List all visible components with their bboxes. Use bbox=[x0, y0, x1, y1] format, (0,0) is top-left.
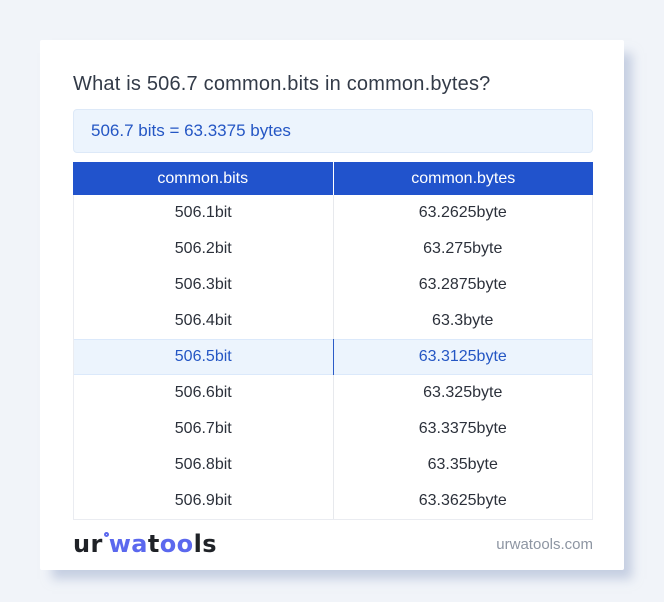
table-row[interactable]: 506.1bit 63.2625byte bbox=[74, 195, 592, 231]
bytes-value-cell[interactable]: 63.2875byte bbox=[418, 276, 507, 293]
bits-value-cell[interactable]: 506.3bit bbox=[74, 267, 334, 303]
table-row[interactable]: 506.7bit 63.3375byte bbox=[74, 411, 592, 447]
bytes-value-cell[interactable]: 63.3625byte bbox=[418, 492, 507, 509]
bytes-value-cell[interactable]: 63.3byte bbox=[432, 312, 494, 329]
table-row[interactable]: 506.4bit 63.3byte bbox=[74, 303, 592, 339]
logo-text-blue: oo bbox=[159, 530, 194, 558]
card-footer: ur watools urwatools.com bbox=[73, 522, 593, 566]
table-row[interactable]: 506.3bit 63.2875byte bbox=[74, 267, 592, 303]
logo-text-blue: wa bbox=[108, 530, 148, 558]
bits-value-cell[interactable]: 506.2bit bbox=[74, 231, 334, 267]
table-row[interactable]: 506.6bit 63.325byte bbox=[74, 375, 592, 411]
bytes-value-cell[interactable]: 63.3125byte bbox=[418, 348, 507, 365]
table-header-row: common.bits common.bytes bbox=[73, 162, 593, 195]
table-row[interactable]: 506.2bit 63.275byte bbox=[74, 231, 592, 267]
bits-value-cell[interactable]: 506.1bit bbox=[74, 195, 334, 231]
logo-ring-icon bbox=[103, 532, 109, 537]
bytes-value-cell[interactable]: 63.325byte bbox=[423, 384, 503, 401]
table-row[interactable]: 506.5bit 63.3125byte bbox=[74, 339, 592, 375]
bits-value-cell[interactable]: 506.6bit bbox=[74, 375, 334, 411]
logo-text-dark: t bbox=[147, 530, 160, 558]
table-row[interactable]: 506.9bit 63.3625byte bbox=[74, 483, 592, 519]
bytes-value-cell[interactable]: 63.35byte bbox=[427, 456, 498, 473]
converter-card: What is 506.7 common.bits in common.byte… bbox=[40, 40, 624, 570]
table-body: 506.1bit 63.2625byte 506.2bit 63.275byte… bbox=[73, 195, 593, 520]
table-row[interactable]: 506.8bit 63.35byte bbox=[74, 447, 592, 483]
page-title: What is 506.7 common.bits in common.byte… bbox=[73, 73, 491, 95]
site-url: urwatools.com bbox=[496, 535, 593, 553]
bits-value-cell[interactable]: 506.4bit bbox=[74, 303, 334, 339]
bits-value-cell[interactable]: 506.9bit bbox=[74, 483, 334, 519]
logo-text-dark: ls bbox=[193, 530, 217, 558]
bytes-value-cell[interactable]: 63.3375byte bbox=[418, 420, 507, 437]
column-header-bits: common.bits bbox=[73, 162, 334, 195]
bits-value-cell[interactable]: 506.5bit bbox=[74, 339, 334, 375]
bits-value-cell[interactable]: 506.8bit bbox=[74, 447, 334, 483]
conversion-table: common.bits common.bytes 506.1bit 63.262… bbox=[73, 162, 593, 520]
column-header-bytes: common.bytes bbox=[411, 169, 516, 187]
urwatools-logo[interactable]: ur watools bbox=[73, 532, 217, 556]
conversion-result-text: 506.7 bits = 63.3375 bytes bbox=[91, 121, 291, 140]
bits-value-cell[interactable]: 506.7bit bbox=[74, 411, 334, 447]
logo-text-dark: ur bbox=[73, 530, 103, 558]
conversion-result-banner: 506.7 bits = 63.3375 bytes bbox=[73, 109, 593, 153]
bytes-value-cell[interactable]: 63.2625byte bbox=[418, 204, 507, 221]
bytes-value-cell[interactable]: 63.275byte bbox=[423, 240, 503, 257]
